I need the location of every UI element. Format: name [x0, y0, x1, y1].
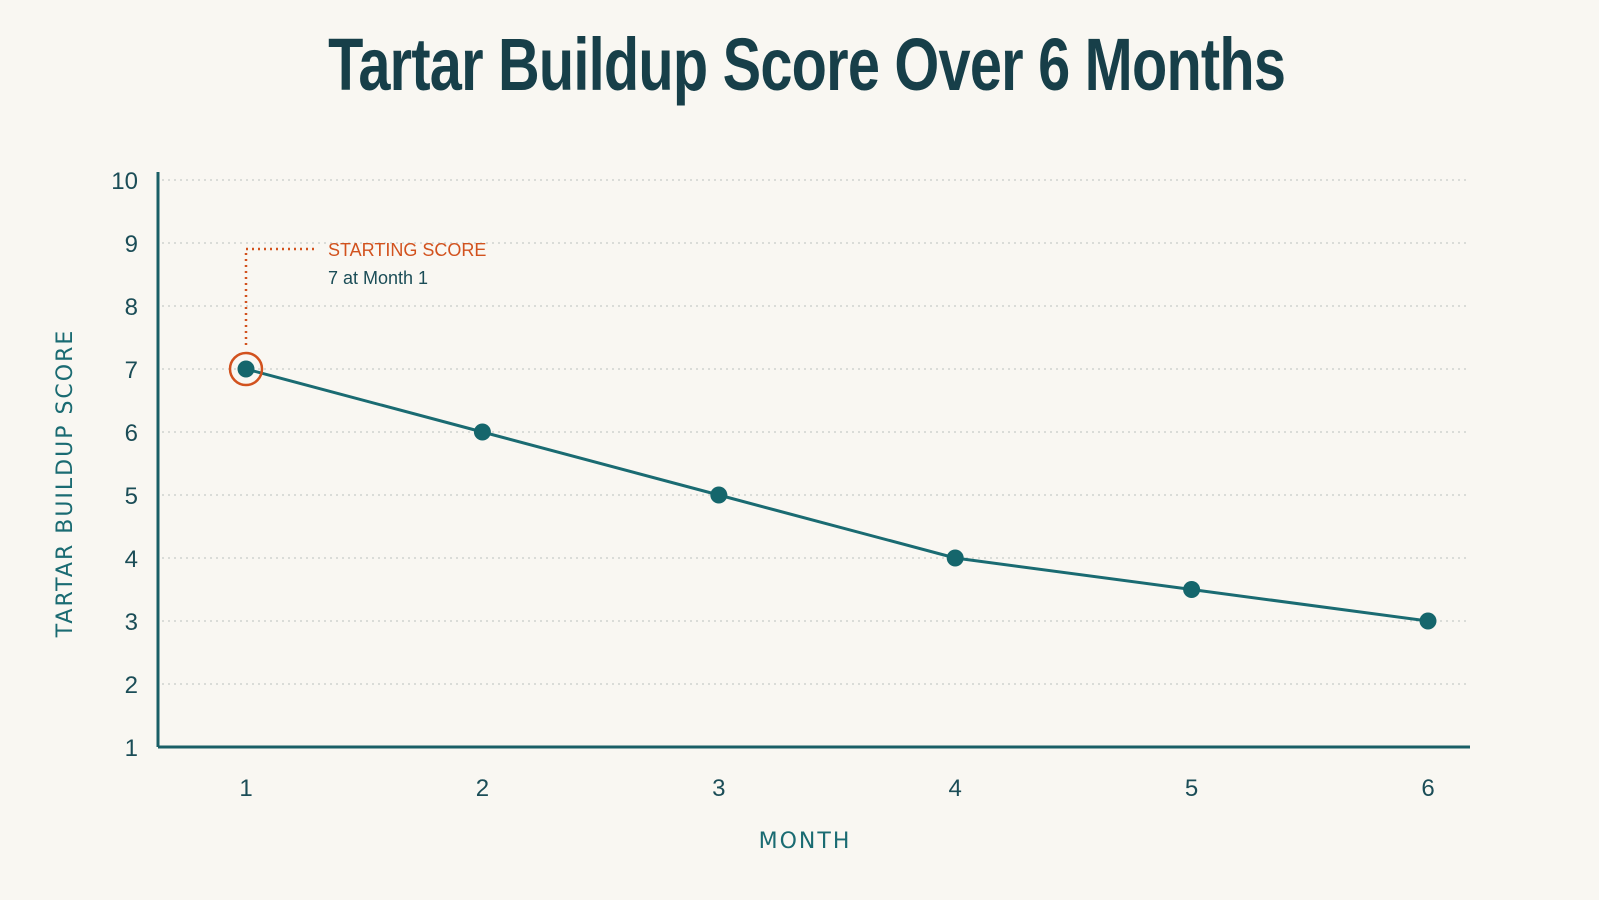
x-tick-label-4: 4: [949, 775, 962, 802]
y-tick-label-3: 3: [125, 609, 138, 636]
y-tick-label-9: 9: [125, 231, 138, 258]
y-tick-label-10: 10: [111, 168, 138, 195]
y-tick-label-4: 4: [125, 546, 138, 573]
y-tick-label-7: 7: [125, 357, 138, 384]
series-line-0: [245, 367, 1429, 623]
y-tick-label-1: 1: [125, 735, 138, 762]
axes: [156, 172, 1470, 749]
data-point-month-4: [946, 549, 964, 567]
y-tick-label-5: 5: [125, 483, 138, 510]
y-axis-title: TARTAR BUILDUP SCORE: [53, 329, 78, 639]
series: [237, 360, 1437, 630]
x-tick-label-5: 5: [1185, 775, 1198, 802]
tick-labels: 1 2 3 4 5 6 7 8 9 10 1 2 3 4 5 6: [111, 168, 1434, 802]
highlight-ring: [228, 351, 264, 387]
data-point-month-1: [237, 360, 255, 378]
data-point-month-3: [710, 486, 728, 504]
data-point-month-2: [473, 423, 491, 441]
y-tick-label-8: 8: [125, 294, 138, 321]
x-tick-label-1: 1: [239, 775, 252, 802]
x-tick-label-6: 6: [1421, 775, 1434, 802]
y-tick-label-6: 6: [125, 420, 138, 447]
y-tick-label-2: 2: [125, 672, 138, 699]
data-point-month-6: [1419, 612, 1437, 630]
chart-title: Tartar Buildup Score Over 6 Months: [328, 23, 1286, 106]
grid-lines: [162, 179, 1470, 685]
annotation: STARTING SCORE 7 at Month 1: [228, 240, 486, 387]
data-point-month-5: [1183, 581, 1201, 598]
x-tick-label-2: 2: [476, 775, 489, 802]
x-tick-label-3: 3: [712, 775, 725, 802]
annotation-title: STARTING SCORE: [328, 240, 486, 260]
annotation-text: 7 at Month 1: [328, 268, 428, 288]
x-axis-title: MONTH: [759, 829, 852, 854]
